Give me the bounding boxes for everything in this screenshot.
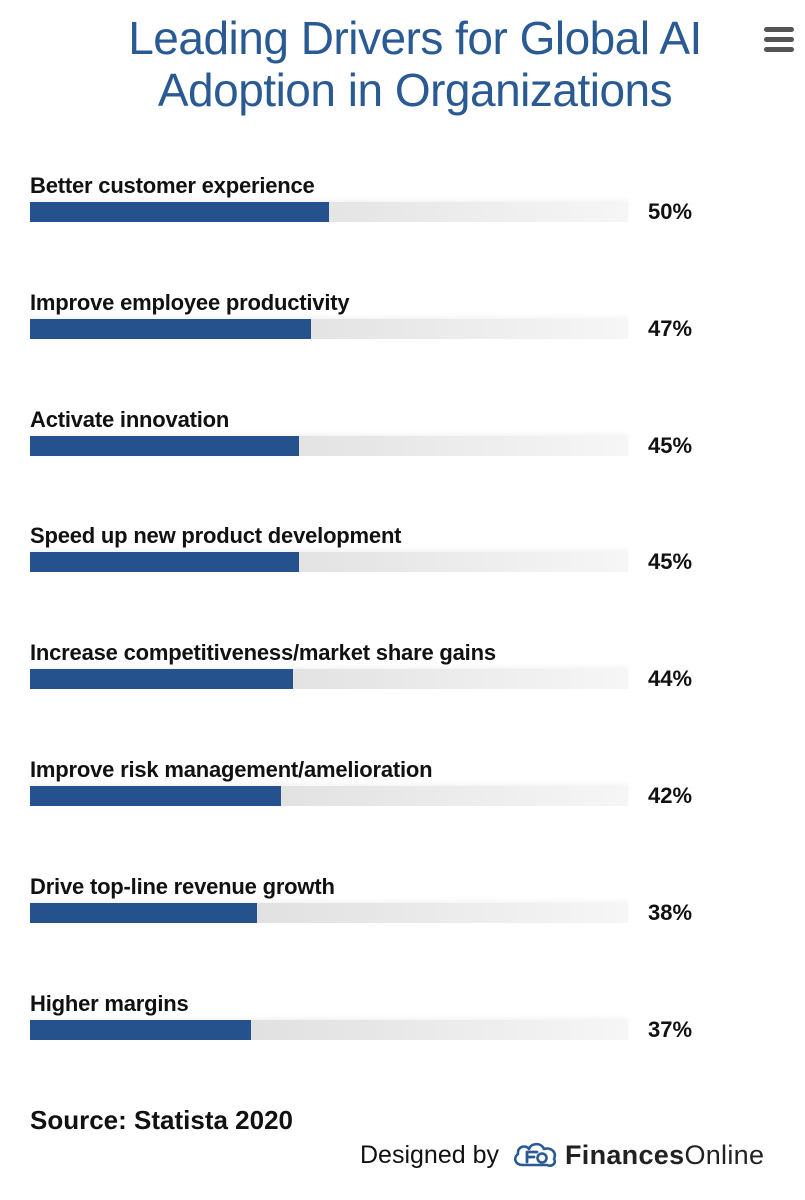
bar-value-label: 45% bbox=[648, 549, 693, 574]
bar-category-label: Drive top-line revenue growth bbox=[30, 874, 335, 899]
bar-category-label: Increase competitiveness/market share ga… bbox=[30, 640, 496, 665]
menu-line bbox=[764, 37, 794, 42]
bar-track bbox=[30, 319, 628, 339]
bar bbox=[30, 1020, 251, 1040]
bar bbox=[30, 903, 257, 923]
bar-track bbox=[30, 436, 628, 456]
chart-title: Leading Drivers for Global AI Adoption i… bbox=[128, 12, 702, 116]
bar-row: Drive top-line revenue growth 38% bbox=[0, 874, 805, 974]
bar-track bbox=[30, 786, 628, 806]
logo-text-light: Online bbox=[684, 1140, 765, 1170]
hamburger-menu-icon[interactable] bbox=[764, 27, 794, 53]
bar-category-label: Speed up new product development bbox=[30, 523, 402, 548]
logo-text-bold: Finances bbox=[564, 1140, 685, 1170]
bar-row: Higher margins 37% bbox=[0, 991, 805, 1091]
bar-value-label: 37% bbox=[648, 1017, 693, 1042]
bar-row: Speed up new product development 45% bbox=[0, 523, 805, 623]
bar-track bbox=[30, 669, 628, 689]
bar-row: Improve risk management/amelioration 42% bbox=[0, 757, 805, 857]
bar-track bbox=[30, 903, 628, 923]
finances-online-cloud-icon bbox=[513, 1142, 557, 1167]
bar-value-label: 45% bbox=[648, 433, 693, 458]
bar-track bbox=[30, 552, 628, 572]
bar-category-label: Activate innovation bbox=[30, 407, 230, 432]
bar-row: Improve employee productivity 47% bbox=[0, 290, 805, 390]
bar-category-label: Improve risk management/amelioration bbox=[30, 757, 433, 782]
bar-value-label: 42% bbox=[648, 783, 693, 808]
bar-value-label: 44% bbox=[648, 666, 693, 691]
bar-row: Better customer experience 50% bbox=[0, 173, 805, 273]
bar bbox=[30, 786, 281, 806]
designer-credit[interactable]: Designed by Finances Online bbox=[360, 1137, 764, 1173]
bar-track bbox=[30, 202, 628, 222]
bar-row: Increase competitiveness/market share ga… bbox=[0, 640, 805, 740]
bar-category-label: Higher margins bbox=[30, 991, 189, 1016]
bar-category-label: Improve employee productivity bbox=[30, 290, 350, 315]
bar bbox=[30, 436, 299, 456]
bar bbox=[30, 552, 299, 572]
bar-category-label: Better customer experience bbox=[30, 173, 315, 198]
menu-line bbox=[764, 27, 794, 32]
finances-online-logo: Finances Online bbox=[565, 1139, 764, 1171]
bar bbox=[30, 669, 293, 689]
menu-line bbox=[764, 47, 794, 52]
bar-value-label: 50% bbox=[648, 199, 693, 224]
bar-track bbox=[30, 1020, 628, 1040]
bar bbox=[30, 202, 329, 222]
bar bbox=[30, 319, 311, 339]
source-note: Source: Statista 2020 bbox=[30, 1105, 294, 1135]
credit-prefix: Designed by bbox=[360, 1141, 499, 1169]
bar-row: Activate innovation 45% bbox=[0, 407, 805, 507]
bar-value-label: 47% bbox=[648, 316, 693, 341]
bar-value-label: 38% bbox=[648, 900, 693, 925]
